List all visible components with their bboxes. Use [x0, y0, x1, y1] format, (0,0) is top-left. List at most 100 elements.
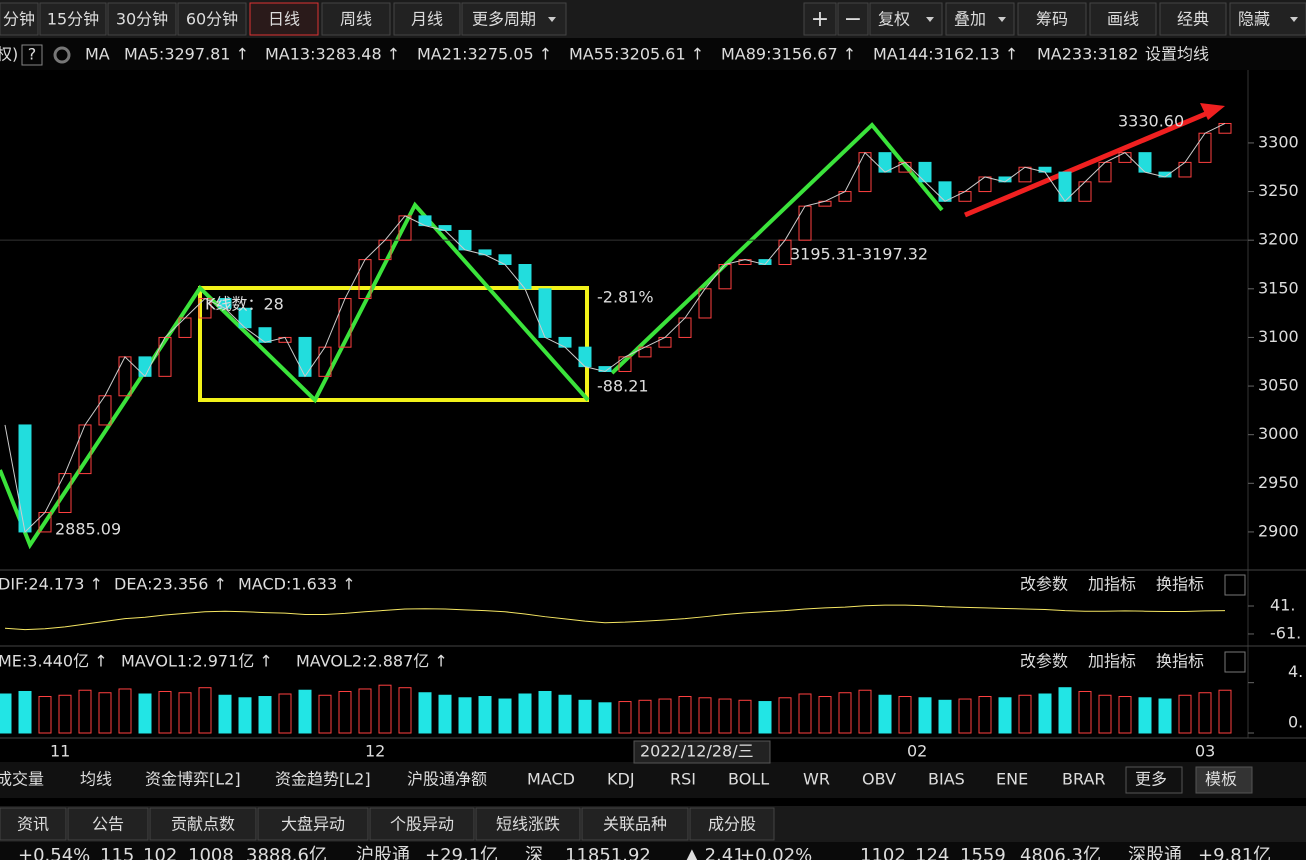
ma-settings[interactable]: 设置均线 — [1145, 45, 1209, 64]
label[interactable]: ? — [28, 45, 37, 64]
help-box[interactable] — [21, 44, 43, 66]
info-tab[interactable]: 个股异动 — [390, 815, 454, 834]
indicator-tab[interactable]: 资金博弈[L2] — [145, 770, 241, 789]
candle — [18, 424, 32, 533]
period-tab[interactable]: 分钟 — [3, 10, 35, 29]
annotation: -88.21 — [597, 377, 649, 396]
info-tab-box[interactable] — [475, 807, 581, 841]
highlight-box — [198, 286, 589, 402]
indicator-tab[interactable]: OBV — [862, 770, 896, 789]
gear-icon[interactable] — [53, 46, 71, 64]
volume-bar — [98, 692, 112, 734]
candle — [678, 317, 692, 338]
indicator-tab[interactable]: 模板 — [1205, 770, 1237, 789]
volume-bar — [178, 692, 192, 734]
panel-button[interactable]: 改参数 — [1020, 652, 1068, 671]
indicator-tab[interactable]: BIAS — [928, 770, 965, 789]
indicator-tab[interactable]: WR — [803, 770, 830, 789]
dropdown-icon — [1290, 17, 1298, 22]
volume-bar — [658, 698, 672, 734]
period-button[interactable] — [177, 2, 247, 36]
info-tab[interactable]: 公告 — [92, 815, 124, 834]
period-button[interactable] — [461, 2, 567, 36]
indicator-tab[interactable]: 更多 — [1135, 770, 1167, 789]
volume-label: MAVOL1:2.971亿 ↑ — [121, 652, 273, 671]
candle — [838, 191, 852, 202]
indicator-tab[interactable]: MACD — [527, 770, 575, 789]
volume-bar — [438, 694, 452, 734]
tool-button-label[interactable]: 筹码 — [1036, 10, 1068, 29]
info-tab[interactable]: 贡献点数 — [171, 815, 235, 834]
volume-bar — [38, 696, 52, 734]
period-button[interactable] — [0, 2, 39, 36]
tool-button[interactable] — [1089, 2, 1157, 36]
indicator-tab[interactable]: BRAR — [1062, 770, 1106, 789]
info-tab-box[interactable] — [257, 807, 369, 841]
volume-bar — [58, 694, 72, 734]
volume-bar — [958, 698, 972, 734]
info-tab[interactable]: 关联品种 — [603, 815, 667, 834]
close-button[interactable] — [1224, 651, 1246, 673]
tool-button-label[interactable]: 复权 — [878, 10, 910, 29]
period-button[interactable] — [39, 2, 107, 36]
info-tab[interactable]: 成分股 — [708, 815, 756, 834]
panel-button[interactable]: 改参数 — [1020, 575, 1068, 594]
indicator-tab[interactable]: ENE — [996, 770, 1028, 789]
info-tab-box[interactable] — [149, 807, 257, 841]
info-tab-box[interactable] — [0, 807, 67, 841]
tool-button[interactable] — [1159, 2, 1227, 36]
volume-bar — [318, 694, 332, 734]
tool-button-label[interactable]: + — [811, 7, 829, 32]
tool-button-label[interactable]: 画线 — [1107, 10, 1139, 29]
ma-value: MA233:3182 — [1037, 45, 1138, 64]
period-tab[interactable]: 30分钟 — [116, 10, 168, 29]
tool-button[interactable] — [837, 2, 869, 36]
period-tab[interactable]: 更多周期 — [472, 10, 536, 29]
period-tab[interactable]: 月线 — [411, 10, 443, 29]
period-button[interactable] — [249, 2, 319, 36]
volume-bar — [838, 692, 852, 734]
volume-bar — [818, 696, 832, 734]
tab-box[interactable] — [1125, 766, 1183, 794]
y-tick-label: 3250 — [1258, 181, 1299, 200]
status-item: 115 — [100, 845, 134, 860]
indicator-tab[interactable]: KDJ — [607, 770, 635, 789]
candle — [798, 205, 812, 241]
indicator-tab[interactable]: RSI — [670, 770, 696, 789]
period-button[interactable] — [393, 2, 461, 36]
panel-button[interactable]: 换指标 — [1156, 652, 1204, 671]
panel-button[interactable]: 换指标 — [1156, 575, 1204, 594]
tool-button-label[interactable]: 叠加 — [954, 10, 986, 29]
tool-button-label[interactable]: 经典 — [1177, 10, 1209, 29]
indicator-tab[interactable]: 均线 — [80, 770, 112, 789]
close-button[interactable] — [1224, 574, 1246, 596]
info-tab[interactable]: 资讯 — [17, 815, 49, 834]
tool-button-label[interactable]: − — [844, 7, 862, 32]
period-button[interactable] — [107, 2, 177, 36]
period-tab[interactable]: 日线 — [268, 10, 300, 29]
info-tab-box[interactable] — [67, 807, 149, 841]
info-tab[interactable]: 大盘异动 — [281, 815, 345, 834]
indicator-tab[interactable]: 资金趋势[L2] — [275, 770, 371, 789]
indicator-tab[interactable]: 成交量 — [0, 770, 44, 789]
panel-button[interactable]: 加指标 — [1088, 575, 1136, 594]
tab-box[interactable] — [1195, 766, 1253, 794]
volume-bar — [238, 697, 252, 734]
candle — [958, 191, 972, 202]
period-tab[interactable]: 60分钟 — [186, 10, 238, 29]
period-button[interactable] — [321, 2, 391, 36]
candle — [538, 288, 552, 338]
tool-button[interactable] — [803, 2, 837, 36]
indicator-tab[interactable]: 沪股通净额 — [407, 770, 487, 789]
tool-button-label[interactable]: 隐藏 — [1238, 10, 1270, 29]
info-tab-box[interactable] — [689, 807, 775, 841]
indicator-tab[interactable]: BOLL — [728, 770, 769, 789]
info-tab-box[interactable] — [581, 807, 689, 841]
info-tab[interactable]: 短线涨跌 — [496, 815, 560, 834]
period-tab[interactable]: 周线 — [340, 10, 372, 29]
panel-button[interactable]: 加指标 — [1088, 652, 1136, 671]
info-tab-box[interactable] — [369, 807, 475, 841]
tool-button[interactable] — [1017, 2, 1087, 36]
period-tab[interactable]: 15分钟 — [47, 10, 99, 29]
volume-bar — [378, 684, 392, 734]
